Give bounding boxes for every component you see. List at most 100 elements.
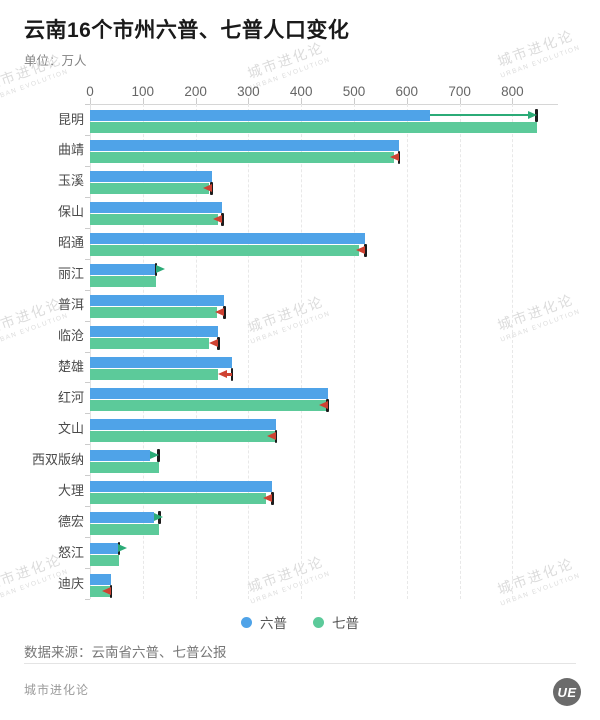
bar-qipu-红河[interactable] bbox=[90, 399, 327, 411]
bar-qipu-昭通[interactable] bbox=[90, 245, 359, 257]
category-label-昆明: 昆明 bbox=[57, 111, 84, 127]
x-axis-tick-300 bbox=[248, 98, 250, 104]
decrease-arrow-icon-红河 bbox=[318, 400, 328, 409]
bar-qipu-昆明[interactable] bbox=[90, 121, 537, 133]
bar-qipu-玉溪[interactable] bbox=[90, 183, 209, 195]
unit-label: 单位：万人 bbox=[24, 54, 87, 68]
x-axis-label-700: 700 bbox=[448, 84, 471, 99]
legend-label-qipu: 七普 bbox=[332, 616, 359, 631]
bar-liupu-昆明[interactable] bbox=[90, 109, 430, 121]
bar-liupu-曲靖[interactable] bbox=[90, 140, 400, 152]
bar-liupu-迪庆[interactable] bbox=[90, 573, 112, 585]
bar-qipu-临沧[interactable] bbox=[90, 338, 210, 350]
decrease-arrow-icon-大理 bbox=[263, 493, 273, 502]
category-label-丽江: 丽江 bbox=[57, 266, 84, 282]
x-axis-tick-800 bbox=[512, 98, 514, 104]
legend-label-liupu: 六普 bbox=[260, 616, 287, 631]
bar-liupu-文山[interactable] bbox=[90, 418, 276, 430]
bar-liupu-保山[interactable] bbox=[90, 202, 223, 214]
x-gridline-400 bbox=[301, 104, 303, 599]
y-axis-tick-14 bbox=[85, 537, 90, 539]
bar-liupu-玉溪[interactable] bbox=[90, 171, 212, 183]
bar-qipu-丽江[interactable] bbox=[90, 276, 157, 288]
decrease-arrow-icon-普洱 bbox=[215, 308, 225, 317]
change-tick-临沧 bbox=[217, 337, 220, 351]
increase-arrow-icon-德宏 bbox=[153, 512, 163, 521]
x-gridline-700 bbox=[459, 104, 461, 599]
change-arrow-shaft-昆明 bbox=[429, 113, 529, 117]
brand-logo: UE bbox=[553, 678, 581, 706]
bar-liupu-怒江[interactable] bbox=[90, 542, 119, 554]
bar-qipu-保山[interactable] bbox=[90, 214, 219, 226]
y-axis-tick-5 bbox=[85, 258, 90, 260]
watermark-en-text: URBAN EVOLUTION bbox=[499, 308, 582, 344]
change-tick-昭通 bbox=[364, 244, 367, 258]
bar-qipu-大理[interactable] bbox=[90, 492, 267, 504]
bar-liupu-丽江[interactable] bbox=[90, 264, 156, 276]
decrease-arrow-icon-临沧 bbox=[209, 339, 219, 348]
y-axis-tick-6 bbox=[85, 289, 90, 291]
x-axis-tick-500 bbox=[354, 98, 355, 104]
x-axis-label-200: 200 bbox=[184, 84, 207, 99]
category-label-楚雄: 楚雄 bbox=[57, 359, 84, 374]
bar-liupu-昭通[interactable] bbox=[90, 233, 366, 245]
y-axis-tick-16 bbox=[85, 599, 90, 600]
x-gridline-500 bbox=[354, 104, 355, 599]
legend-dot-qipu bbox=[313, 616, 324, 628]
data-source-text: 数据来源：云南省六普、七普公报 bbox=[24, 645, 227, 660]
y-axis-tick-11 bbox=[85, 444, 90, 446]
legend-item-qipu[interactable]: 七普 bbox=[313, 612, 359, 632]
x-gridline-300 bbox=[248, 104, 250, 599]
change-tick-楚雄 bbox=[230, 368, 233, 381]
category-label-普洱: 普洱 bbox=[57, 297, 84, 313]
watermark-5: 城市进化论 URBAN EVOLUTION bbox=[476, 282, 598, 349]
x-axis-label-500: 500 bbox=[342, 84, 366, 99]
x-axis-tick-600 bbox=[406, 98, 408, 104]
watermark-en-text: URBAN EVOLUTION bbox=[499, 44, 582, 80]
legend-dot-liupu bbox=[241, 616, 252, 628]
category-label-大理: 大理 bbox=[57, 482, 84, 498]
decrease-arrow-icon-文山 bbox=[266, 431, 276, 440]
bar-qipu-文山[interactable] bbox=[90, 430, 275, 442]
legend-item-liupu[interactable]: 六普 bbox=[241, 612, 287, 632]
increase-arrow-icon-昆明 bbox=[527, 110, 537, 119]
category-label-玉溪: 玉溪 bbox=[57, 173, 84, 189]
x-axis-tick-0 bbox=[90, 98, 91, 104]
bar-qipu-德宏[interactable] bbox=[90, 523, 160, 535]
bar-liupu-大理[interactable] bbox=[90, 480, 273, 492]
watermark-en-text: URBAN EVOLUTION bbox=[249, 570, 332, 606]
x-axis-label-800: 800 bbox=[501, 84, 524, 99]
decrease-arrow-icon-迪庆 bbox=[102, 586, 112, 595]
x-axis-label-0: 0 bbox=[86, 84, 94, 99]
bar-liupu-普洱[interactable] bbox=[90, 295, 225, 307]
bar-qipu-怒江[interactable] bbox=[90, 554, 120, 566]
category-label-曲靖: 曲靖 bbox=[57, 142, 84, 158]
bar-qipu-西双版纳[interactable] bbox=[90, 461, 159, 473]
watermark-cn-text: 城市进化论 bbox=[495, 555, 576, 598]
watermark-4: 城市进化论 URBAN EVOLUTION bbox=[226, 284, 348, 351]
watermark-2: 城市进化论 URBAN EVOLUTION bbox=[476, 18, 598, 85]
bar-qipu-曲靖[interactable] bbox=[90, 152, 395, 164]
bar-liupu-楚雄[interactable] bbox=[90, 357, 232, 368]
increase-arrow-icon-西双版纳 bbox=[149, 450, 159, 459]
bar-qipu-楚雄[interactable] bbox=[90, 369, 218, 380]
y-axis-tick-9 bbox=[85, 382, 90, 384]
watermark-7: 城市进化论 URBAN EVOLUTION bbox=[226, 544, 348, 611]
change-tick-文山 bbox=[274, 429, 278, 443]
x-axis-label-400: 400 bbox=[289, 84, 313, 99]
bar-liupu-临沧[interactable] bbox=[90, 326, 219, 338]
bar-qipu-迪庆[interactable] bbox=[90, 585, 111, 597]
bar-qipu-普洱[interactable] bbox=[90, 307, 217, 319]
decrease-arrow-icon-保山 bbox=[213, 215, 223, 224]
bar-liupu-西双版纳[interactable] bbox=[90, 449, 150, 461]
bar-liupu-红河[interactable] bbox=[90, 387, 328, 399]
category-label-西双版纳: 西双版纳 bbox=[31, 451, 84, 467]
x-axis-tick-200 bbox=[195, 98, 197, 104]
bar-liupu-德宏[interactable] bbox=[90, 511, 154, 523]
y-axis-tick-10 bbox=[85, 413, 90, 415]
category-label-怒江: 怒江 bbox=[57, 544, 84, 560]
x-axis-tick-400 bbox=[301, 98, 303, 104]
y-axis-tick-13 bbox=[85, 506, 90, 508]
category-label-德宏: 德宏 bbox=[57, 513, 84, 529]
